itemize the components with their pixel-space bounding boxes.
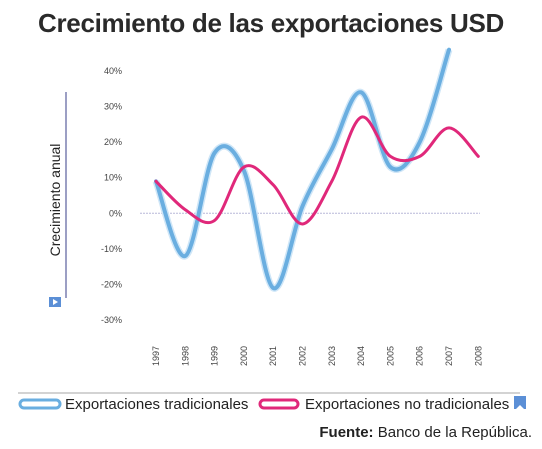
data-point bbox=[154, 180, 158, 183]
data-point bbox=[301, 204, 304, 208]
y-tick-label: -10% bbox=[101, 244, 122, 254]
y-tick-label: 40% bbox=[104, 66, 122, 76]
legend-label-nontraditional: Exportaciones no tradicionales bbox=[305, 396, 509, 413]
y-tick-label: 20% bbox=[104, 137, 122, 147]
data-point bbox=[330, 180, 333, 183]
data-point bbox=[447, 48, 451, 51]
x-tick-label: 2007 bbox=[444, 346, 454, 366]
data-point bbox=[213, 151, 216, 155]
legend-label-traditional: Exportaciones tradicionales bbox=[65, 396, 248, 413]
data-point bbox=[418, 140, 421, 144]
legend: Exportaciones tradicionales Exportacione… bbox=[18, 396, 526, 413]
data-point bbox=[447, 126, 451, 130]
x-tick-label: 1998 bbox=[180, 346, 190, 366]
data-point bbox=[184, 254, 187, 258]
data-point bbox=[389, 165, 392, 169]
data-point bbox=[242, 169, 246, 172]
series-halo-traditional bbox=[152, 48, 453, 292]
x-tick-label: 2004 bbox=[356, 346, 366, 366]
x-tick-label: 2003 bbox=[327, 346, 337, 366]
x-tick-label: 2002 bbox=[298, 346, 308, 366]
data-point bbox=[359, 116, 363, 119]
legend-swatch-nontraditional bbox=[258, 398, 300, 410]
data-point bbox=[477, 155, 480, 158]
data-point bbox=[389, 155, 392, 158]
x-tick-label: 2005 bbox=[385, 346, 395, 366]
x-tick-label: 2006 bbox=[415, 346, 425, 366]
x-tick-label: 2008 bbox=[473, 346, 483, 366]
data-point bbox=[330, 148, 333, 151]
y-tick-label: 0% bbox=[109, 208, 122, 218]
x-tick-label: 2001 bbox=[268, 346, 278, 366]
source-note: Fuente: Banco de la República. bbox=[319, 424, 532, 441]
data-point bbox=[301, 222, 304, 226]
x-tick-label: 2000 bbox=[239, 346, 249, 366]
source-label: Fuente: bbox=[319, 424, 374, 441]
bookmark-icon bbox=[49, 297, 61, 307]
data-point bbox=[272, 286, 275, 290]
chart-title: Crecimiento de las exportaciones USD bbox=[37, 8, 505, 38]
source-text: Banco de la República. bbox=[377, 424, 532, 441]
data-point bbox=[213, 219, 216, 222]
bookmark-icon-legend bbox=[514, 396, 526, 409]
series-line-nontraditional bbox=[154, 115, 480, 226]
y-tick-label: 30% bbox=[104, 102, 122, 112]
x-tick-label: 1999 bbox=[210, 346, 220, 366]
y-tick-label: 10% bbox=[104, 173, 122, 183]
legend-swatch-traditional bbox=[18, 398, 62, 410]
data-point bbox=[242, 165, 246, 169]
y-tick-label: -30% bbox=[101, 315, 122, 325]
y-axis-label: Crecimiento anual bbox=[47, 144, 63, 257]
data-point bbox=[359, 91, 363, 94]
x-tick-label: 1997 bbox=[151, 346, 161, 366]
y-tick-label: -20% bbox=[101, 279, 122, 289]
data-point bbox=[184, 208, 187, 211]
data-point bbox=[418, 155, 421, 158]
data-point bbox=[272, 183, 275, 187]
